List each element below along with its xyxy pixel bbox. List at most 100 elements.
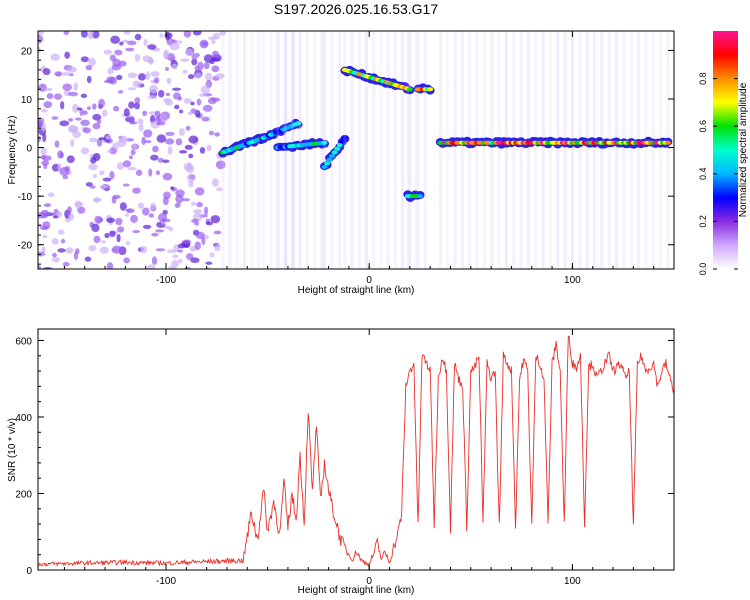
noise-speckle: [42, 68, 51, 76]
noise-speckle: [151, 256, 158, 266]
noise-speckle: [137, 202, 145, 209]
noise-speckle: [100, 240, 107, 244]
noise-speckle: [165, 131, 175, 136]
noise-speckle: [172, 87, 182, 91]
band-smear: [416, 31, 420, 269]
spectral-band: [320, 31, 350, 269]
noise-speckle: [216, 187, 223, 192]
noise-speckle: [146, 264, 156, 269]
noise-speckle: [169, 41, 180, 51]
noise-speckle: [77, 206, 86, 214]
noise-speckle: [68, 213, 75, 221]
band-smear: [659, 31, 663, 269]
noise-speckle: [60, 101, 65, 110]
noise-speckle: [70, 139, 75, 147]
noise-speckle: [201, 116, 210, 122]
noise-speckle: [134, 97, 141, 105]
noise-speckle: [134, 53, 141, 62]
noise-speckle: [161, 218, 171, 223]
noise-speckle: [52, 252, 57, 258]
noise-speckle: [132, 143, 137, 149]
noise-speckle: [144, 140, 152, 144]
noise-speckle: [38, 46, 41, 54]
noise-speckle: [51, 256, 60, 263]
x-tick-label: -100: [156, 576, 176, 587]
noise-speckle: [188, 153, 194, 159]
band-smear: [578, 31, 582, 269]
noise-speckle: [66, 155, 75, 163]
noise-speckle: [163, 98, 172, 103]
noise-speckle: [111, 195, 117, 204]
band-core: [339, 139, 346, 144]
snr-plot-area: [38, 329, 674, 570]
noise-speckle: [43, 203, 52, 208]
noise-speckle: [157, 157, 164, 163]
spectrogram-marks: [38, 31, 673, 269]
noise-speckle: [147, 95, 158, 100]
noise-speckle: [155, 248, 166, 252]
noise-speckle: [195, 231, 206, 240]
noise-speckle: [203, 206, 209, 216]
noise-speckle: [75, 248, 80, 255]
noise-speckle: [152, 145, 159, 153]
noise-speckle: [130, 214, 138, 223]
noise-speckle: [61, 71, 71, 76]
band-smear: [262, 31, 266, 269]
noise-speckle: [134, 33, 142, 41]
noise-speckle: [196, 98, 202, 106]
noise-speckle: [112, 142, 120, 150]
colorbar-tick-label: 0.0: [698, 263, 708, 276]
noise-speckle: [67, 206, 72, 214]
band-smear: [269, 31, 273, 269]
noise-speckle: [42, 234, 48, 239]
noise-speckle: [211, 57, 220, 62]
band-smear: [622, 31, 626, 269]
noise-speckle: [117, 90, 124, 94]
noise-speckle: [75, 117, 82, 121]
band-smear: [393, 31, 397, 269]
noise-speckle: [149, 84, 158, 94]
colorbar-tick-label: 0.6: [698, 120, 708, 133]
band-core: [331, 150, 338, 155]
band-core: [329, 154, 336, 159]
y-tick-label: -20: [18, 241, 33, 252]
noise-speckle: [214, 73, 225, 79]
noise-speckle: [65, 247, 74, 254]
band-smear: [482, 31, 486, 269]
noise-speckle: [50, 53, 60, 61]
noise-speckle: [198, 93, 207, 97]
colorbar-tick-label: 0.8: [698, 72, 708, 85]
band-smear: [534, 31, 538, 269]
spectral-band: [413, 31, 435, 269]
band-smear: [446, 31, 450, 269]
noise-speckle: [174, 104, 180, 110]
noise-speckle: [192, 31, 202, 36]
noise-speckle: [219, 31, 227, 36]
snr-frame: [37, 328, 675, 571]
noise-speckle: [187, 111, 193, 116]
noise-speckle: [38, 34, 44, 44]
noise-speckle: [80, 147, 90, 155]
band-smear: [637, 31, 641, 269]
x-tick-label: 100: [564, 275, 581, 286]
noise-speckle: [167, 53, 176, 62]
band-smear: [257, 31, 261, 269]
noise-speckle: [211, 178, 219, 187]
noise-speckle: [80, 93, 88, 99]
noise-speckle: [199, 147, 206, 154]
noise-speckle: [200, 85, 210, 95]
noise-speckle: [177, 249, 184, 253]
band-core: [427, 87, 434, 92]
noise-speckle: [44, 87, 53, 92]
noise-speckle: [143, 129, 153, 138]
band-core: [406, 87, 413, 92]
spectrogram-y-label: Frequency (Hz): [7, 116, 18, 185]
noise-speckle: [116, 162, 125, 170]
noise-speckle: [210, 215, 221, 224]
band-smear: [563, 31, 567, 269]
noise-speckle: [111, 245, 122, 254]
y-tick-label: 0: [26, 144, 32, 155]
noise-speckle: [159, 33, 164, 38]
band-smear: [504, 31, 508, 269]
